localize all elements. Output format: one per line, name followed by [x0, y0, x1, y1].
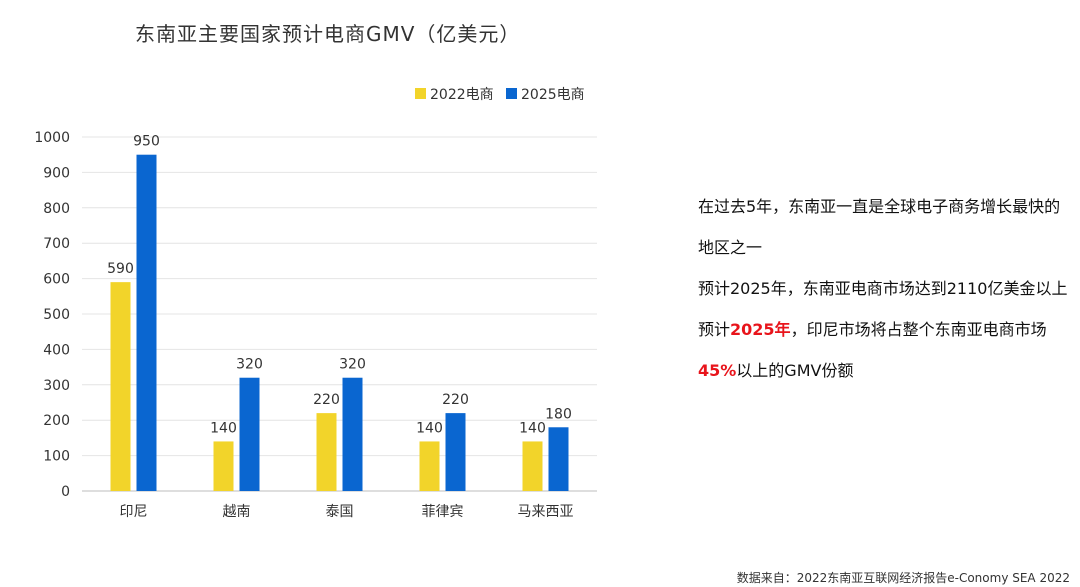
- notes-panel: 在过去5年，东南亚一直是全球电子商务增长最快的地区之一 预计2025年，东南亚电…: [698, 186, 1068, 391]
- bar-series2: [136, 154, 157, 491]
- x-tick-label: 越南: [223, 504, 251, 520]
- x-tick-label: 菲律宾: [422, 504, 464, 520]
- note-highlight-year: 2025年: [730, 320, 791, 339]
- source-note: 数据来自：2022东南亚互联网经济报告e-Conomy SEA 2022: [736, 571, 1070, 585]
- note-line-3-mid: ，印尼市场将占整个东南亚电商市场: [790, 320, 1047, 339]
- bar-series1: [213, 441, 234, 491]
- x-tick-label: 马来西亚: [518, 504, 574, 520]
- y-tick-label: 700: [43, 236, 70, 252]
- bar-series2: [342, 377, 363, 491]
- x-tick-label: 印尼: [120, 504, 148, 520]
- note-line-3: 预计2025年，印尼市场将占整个东南亚电商市场 45%以上的GMV份额: [698, 309, 1068, 391]
- y-tick-label: 800: [43, 201, 70, 217]
- y-tick-label: 900: [43, 165, 70, 181]
- bar-series1: [419, 441, 440, 491]
- data-label: 140: [416, 420, 443, 436]
- legend-label: 2025电商: [521, 87, 585, 103]
- data-label: 320: [236, 357, 263, 373]
- bar-series2: [548, 427, 569, 491]
- y-tick-label: 500: [43, 307, 70, 323]
- bar-series1: [316, 413, 337, 491]
- data-label: 590: [107, 261, 134, 277]
- bar-chart: 0 100 200 300 400 500 600 700 800 900 1000 590 950 印尼…: [34, 87, 597, 520]
- bar-series1: [522, 441, 543, 491]
- y-tick-label: 600: [43, 272, 70, 288]
- data-label: 220: [313, 392, 340, 408]
- note-line-2: 预计2025年，东南亚电商市场达到2110亿美金以上: [698, 279, 1068, 298]
- y-tick-label: 0: [61, 484, 70, 500]
- y-tick-label: 100: [43, 449, 70, 465]
- data-label: 950: [133, 134, 160, 150]
- note-line-3-post: 以上的GMV份额: [736, 361, 854, 380]
- data-label: 140: [210, 420, 237, 436]
- note-highlight-percent: 45%: [698, 361, 737, 380]
- x-tick-label: 泰国: [326, 504, 354, 520]
- chart-title: 东南亚主要国家预计电商GMV（亿美元）: [135, 22, 521, 46]
- bar-series2: [239, 377, 260, 491]
- y-tick-label: 1000: [34, 130, 70, 146]
- legend-swatch: [506, 88, 517, 99]
- data-label: 320: [339, 357, 366, 373]
- data-label: 140: [519, 420, 546, 436]
- data-label: 220: [442, 392, 469, 408]
- bar-series1: [110, 282, 131, 491]
- bar-series2: [445, 413, 466, 491]
- note-line-1: 在过去5年，东南亚一直是全球电子商务增长最快的地区之一: [698, 197, 1061, 257]
- legend-label: 2022电商: [430, 87, 494, 103]
- y-tick-label: 200: [43, 413, 70, 429]
- data-label: 180: [545, 406, 572, 422]
- note-line-3-pre: 预计: [698, 320, 731, 339]
- legend-swatch: [415, 88, 426, 99]
- y-tick-label: 400: [43, 342, 70, 358]
- y-tick-label: 300: [43, 378, 70, 394]
